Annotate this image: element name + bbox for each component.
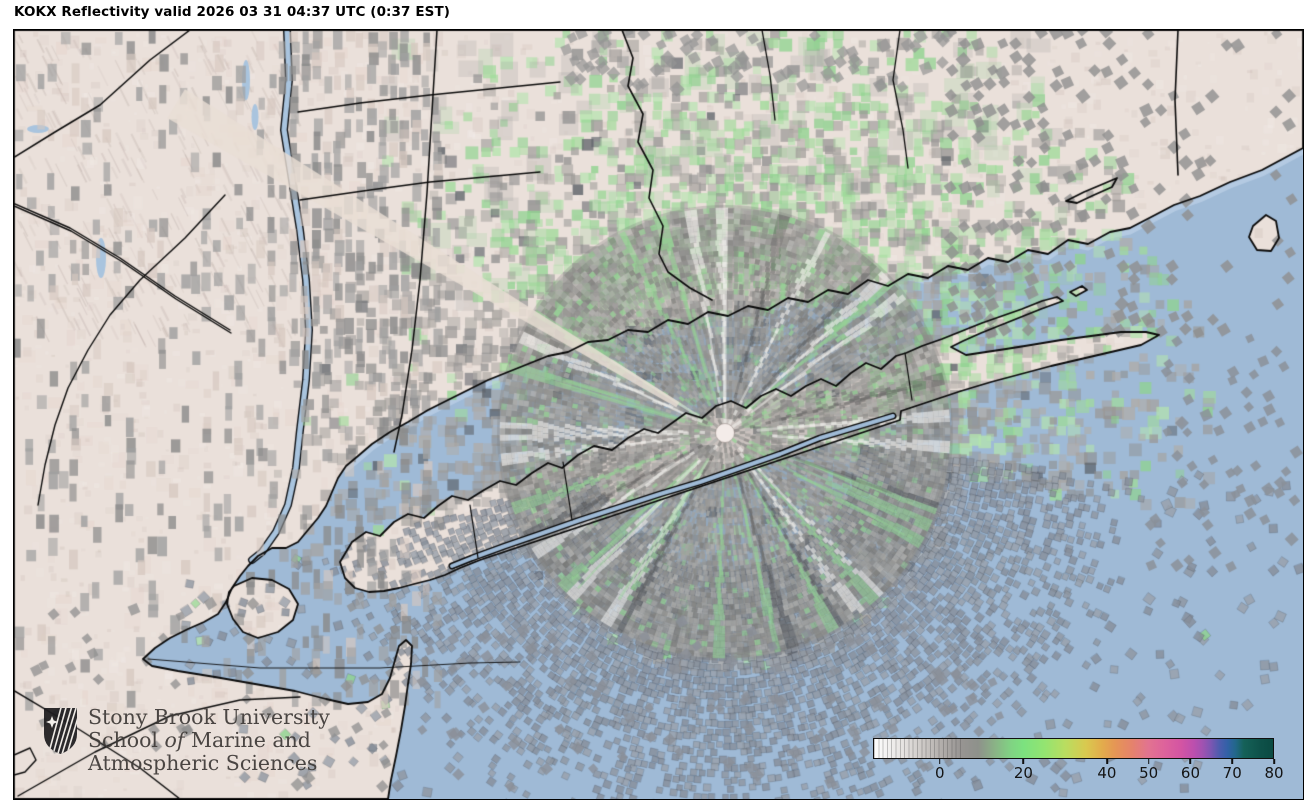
colorbar-discrete-steps bbox=[874, 739, 962, 758]
colorbar-tick-mark bbox=[1106, 759, 1108, 764]
map-frame bbox=[13, 29, 1304, 800]
stony-brook-logo: Stony Brook University School of Marine … bbox=[42, 706, 330, 775]
stony-brook-shield-icon bbox=[44, 708, 77, 754]
colorbar-tick-label: 0 bbox=[935, 764, 945, 782]
colorbar-tick-label: 70 bbox=[1222, 764, 1242, 782]
colorbar-tick-mark bbox=[1231, 759, 1234, 764]
colorbar-tick-mark bbox=[1189, 759, 1192, 764]
colorbar-tick-label: 60 bbox=[1180, 764, 1200, 782]
colorbar-tick-label: 80 bbox=[1264, 764, 1284, 782]
figure-title: KOKX Reflectivity valid 2026 03 31 04:37… bbox=[14, 4, 451, 20]
logo-text: Stony Brook University School of Marine … bbox=[88, 706, 330, 775]
colorbar-tick-mark bbox=[1273, 759, 1275, 764]
colorbar-tick-label: 40 bbox=[1097, 764, 1117, 782]
colorbar-tick-mark bbox=[1022, 759, 1025, 764]
logo-line-2: School of Marine and bbox=[88, 728, 311, 752]
colorbar-tick-mark bbox=[1147, 759, 1150, 764]
colorbar-tick-mark bbox=[939, 759, 941, 764]
colorbar-tick-label: 20 bbox=[1013, 764, 1033, 782]
colorbar-tick-label: 50 bbox=[1139, 764, 1159, 782]
logo-line-3: Atmospheric Sciences bbox=[88, 751, 318, 775]
logo-line-1: Stony Brook University bbox=[88, 705, 330, 729]
radar-map-canvas bbox=[14, 30, 1303, 799]
colorbar-gradient bbox=[873, 738, 1274, 759]
reflectivity-colorbar: 0 20 40 50 60 70 80 bbox=[873, 738, 1284, 782]
